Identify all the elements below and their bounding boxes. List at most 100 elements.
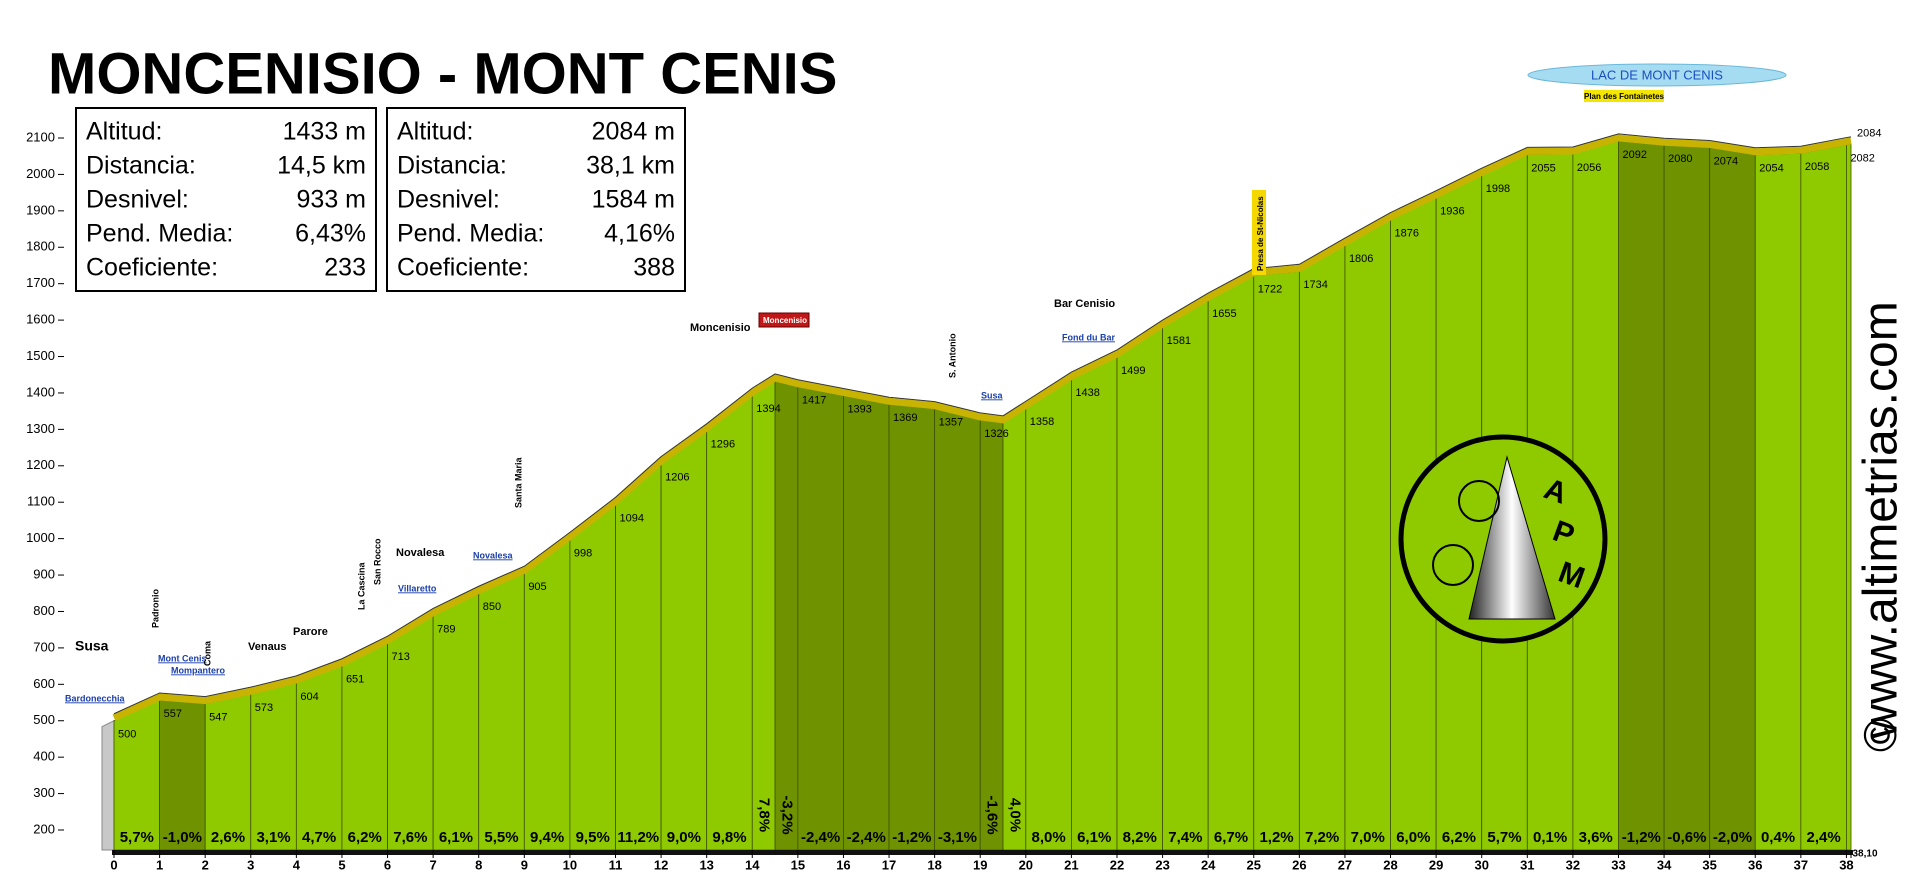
elevation-label: 1936 (1440, 206, 1464, 218)
x-tick-label: 18 (927, 857, 941, 872)
place-label: Susa (75, 638, 109, 654)
elevation-label: 1326 (984, 428, 1008, 440)
elevation-label: 547 (209, 712, 227, 724)
x-tick-label: 5 (338, 857, 345, 872)
y-tick-label: 1100 (27, 494, 55, 509)
lake (1527, 63, 1787, 87)
place-label: Coma (202, 640, 212, 666)
copyright: © (1854, 718, 1906, 752)
grade-label: 11,2% (617, 829, 659, 846)
stat-label: Altitud: (86, 118, 162, 146)
elevation-label: 1394 (756, 403, 780, 415)
stat-label: Pend. Media: (397, 220, 544, 248)
stat-value: 38,1 km (586, 152, 675, 180)
logo-mountain (1468, 455, 1556, 620)
grade-label: 2,4% (1807, 829, 1841, 846)
elevation-label: 789 (437, 623, 455, 635)
grade-label: 9,5% (576, 829, 610, 846)
elevation-label: 573 (255, 702, 273, 714)
elevation-label: 1581 (1167, 335, 1191, 347)
grade-label: 6,0% (1396, 829, 1430, 846)
x-tick-label: 24 (1201, 857, 1216, 872)
elevation-label: 1499 (1121, 365, 1145, 377)
place-label: Venaus (248, 641, 287, 653)
elevation-label: 2055 (1531, 162, 1555, 174)
stat-label: Coeficiente: (86, 254, 218, 282)
elevation-label: 1357 (939, 417, 963, 429)
elevation-label: 713 (392, 651, 410, 663)
y-tick-label: 1400 (26, 384, 55, 399)
place-label: Santa Maria (513, 456, 523, 508)
elevation-label: 2074 (1714, 155, 1738, 167)
profile-segment (888, 403, 936, 851)
stat-value: 233 (324, 254, 366, 282)
y-tick-label: 700 (33, 639, 55, 654)
grade-label: -1,6% (984, 795, 1001, 834)
grade-label: 2,6% (211, 829, 245, 846)
grade-label: 4,7% (302, 829, 336, 846)
grade-label: 3,6% (1579, 829, 1613, 846)
grade-label: 7,4% (1168, 829, 1202, 846)
elevation-label: 850 (483, 601, 501, 613)
profile-segment (1754, 152, 1802, 851)
place-box (758, 312, 810, 328)
place-label: Fond du Bar (1062, 332, 1115, 342)
x-tick-label: 31 (1520, 857, 1534, 872)
y-tick-label: 1600 (26, 312, 55, 327)
x-tick-label: 8 (475, 857, 482, 872)
stat-value: 14,5 km (277, 152, 366, 180)
x-tick-label: 2 (202, 857, 209, 872)
profile-segment (1025, 378, 1072, 851)
x-tick-label: 16 (836, 857, 850, 872)
stats-box (386, 107, 686, 292)
y-tick-label: 1000 (26, 530, 55, 545)
x-tick-label: 22 (1110, 857, 1124, 872)
x-tick-label: 13 (699, 857, 713, 872)
profile-segment (1002, 407, 1027, 851)
x-axis (112, 850, 1853, 855)
y-tick-label: 200 (33, 821, 55, 836)
grade-label: -3,2% (778, 795, 795, 834)
profile-segment (706, 394, 753, 851)
grade-label: 7,8% (756, 798, 773, 832)
grade-label: 6,2% (1442, 829, 1476, 846)
logo-wheel (1458, 480, 1500, 522)
x-tick-label: 23 (1155, 857, 1169, 872)
stat-value: 388 (633, 254, 675, 282)
profile-segment (113, 699, 160, 851)
elevation-label: 1094 (619, 512, 643, 524)
stat-value: 1433 m (283, 118, 366, 146)
y-tick-label: 1300 (26, 421, 55, 436)
y-tick-label: 1900 (26, 202, 55, 217)
elevation-label: 1722 (1258, 284, 1282, 296)
profile-segment (1207, 275, 1255, 851)
profile-segment (1800, 144, 1847, 851)
place-label: Bar Cenisio (1054, 298, 1115, 310)
grade-label: 7,0% (1351, 829, 1385, 846)
grade-label: 8,0% (1032, 829, 1066, 846)
profile-segment (1663, 144, 1711, 851)
x-tick-label: 0 (110, 857, 117, 872)
stats-box (75, 107, 377, 292)
profile-segment (1618, 140, 1665, 851)
place-label: Presa de St-Nicolas (1256, 196, 1265, 271)
elevation-label: 1393 (847, 403, 871, 415)
elevation-label: 2080 (1668, 153, 1692, 165)
elevation-label: 557 (164, 708, 182, 720)
grade-label: -2,4% (847, 829, 886, 846)
x-tick-label: 25 (1247, 857, 1261, 872)
x-tick-label: 4 (293, 857, 301, 872)
place-label: Moncenisio (763, 316, 807, 325)
grade-label: 4,0% (1006, 798, 1023, 832)
stat-label: Altitud: (397, 118, 473, 146)
chart-title: MONCENISIO - MONT CENIS (48, 41, 837, 106)
place-label: Novalesa (396, 547, 445, 559)
y-tick-label: 800 (33, 603, 55, 618)
x-tick-label: 32 (1566, 857, 1580, 872)
x-tick-label: 30 (1474, 857, 1488, 872)
elevation-label: 1734 (1303, 279, 1327, 291)
elevation-label: 1438 (1075, 387, 1099, 399)
x-tick-label: 6 (384, 857, 391, 872)
x-tick-label: 11 (609, 857, 623, 872)
